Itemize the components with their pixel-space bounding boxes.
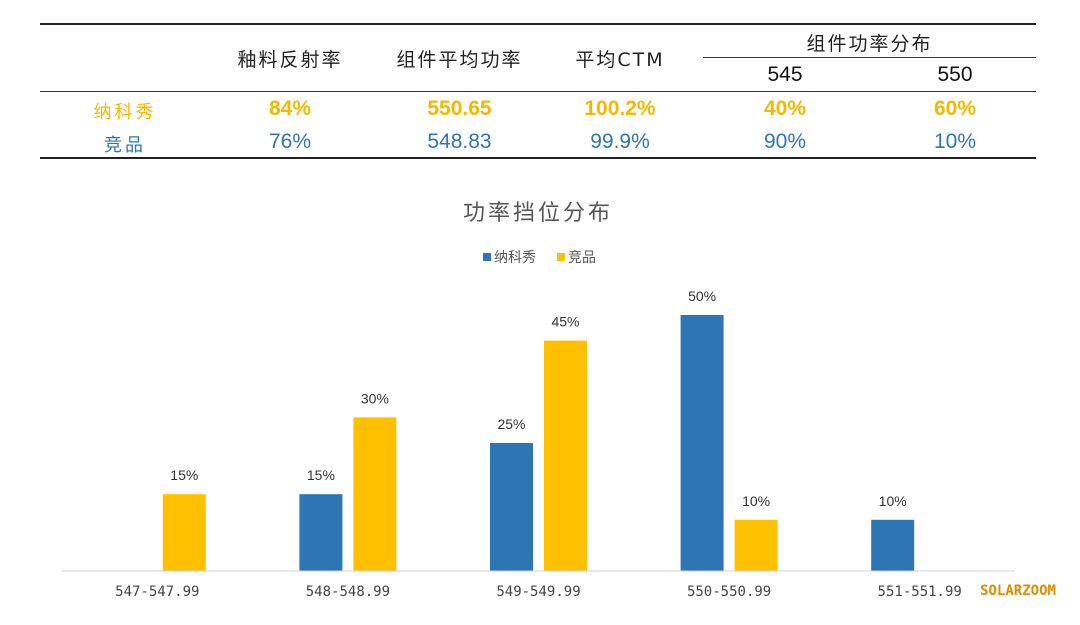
- header-power-distribution: 组件功率分布: [806, 33, 933, 55]
- watermark: SOLARZOOM: [980, 583, 1056, 599]
- competitor-avg-ctm: 99.9%: [590, 130, 650, 153]
- chart-bars: 15% 15% 30% 25% 45% 50% 10% 10%: [162, 288, 915, 571]
- table-bottom-rule: [40, 157, 1036, 159]
- bar-0-4: [871, 519, 915, 571]
- bar-1-1: [353, 417, 397, 571]
- nakexiu-545: 40%: [763, 97, 807, 120]
- legend-label-1: 竞品: [568, 249, 596, 266]
- table-top-rule: [40, 23, 1036, 25]
- competitor-avg-power: 548.83: [427, 130, 492, 153]
- comparison-table: 釉料反射率 组件平均功率 平均CTM 组件功率分布 545 550 纳科秀 84…: [40, 23, 1036, 160]
- nakexiu-550: 60%: [933, 97, 977, 120]
- table-sub-rule: [703, 57, 1036, 58]
- subheader-550: 550: [937, 63, 973, 86]
- table-mid-rule: [40, 91, 1036, 92]
- data-label-0-4: 10%: [879, 493, 907, 509]
- data-label-1-2: 45%: [551, 314, 579, 330]
- power-bin-bar-chart: 功率挡位分布 纳科秀 竞品 15% 15% 30% 25% 45% 50% 10% 10% 54…: [62, 201, 1056, 600]
- competitor-reflectance: 76%: [268, 130, 312, 153]
- data-label-0-2: 25%: [497, 416, 525, 432]
- bar-1-0: [162, 494, 206, 571]
- x-tick-label: 547-547.99: [115, 584, 199, 600]
- nakexiu-reflectance: 84%: [268, 97, 312, 120]
- competitor-550: 10%: [933, 130, 977, 153]
- header-reflectance: 釉料反射率: [237, 49, 343, 71]
- bar-0-2: [490, 443, 533, 571]
- data-label-0-3: 50%: [688, 288, 716, 304]
- data-label-0-1: 15%: [307, 467, 335, 483]
- row-label-competitor: 竞品: [104, 135, 146, 156]
- chart-legend: 纳科秀 竞品: [483, 249, 596, 266]
- bar-1-2: [544, 340, 587, 571]
- row-label-nakexiu: 纳科秀: [93, 102, 157, 123]
- x-tick-label: 550-550.99: [687, 584, 771, 600]
- bar-0-1: [299, 494, 343, 571]
- bar-1-3: [734, 519, 778, 571]
- chart-title: 功率挡位分布: [463, 201, 613, 226]
- data-label-1-3: 10%: [742, 493, 770, 509]
- legend-swatch-0: [483, 253, 491, 261]
- x-tick-label: 548-548.99: [306, 584, 390, 600]
- nakexiu-avg-ctm: 100.2%: [584, 97, 656, 120]
- subheader-545: 545: [767, 63, 803, 86]
- x-axis-ticks: 547-547.99 548-548.99 549-549.99 550-550.99…: [115, 584, 962, 600]
- competitor-545: 90%: [763, 130, 807, 153]
- legend-label-0: 纳科秀: [494, 250, 536, 266]
- nakexiu-avg-power: 550.65: [427, 97, 492, 120]
- bar-0-3: [680, 315, 724, 571]
- header-avg-power: 组件平均功率: [396, 49, 523, 71]
- x-tick-label: 549-549.99: [496, 584, 580, 600]
- x-tick-label: 551-551.99: [878, 584, 962, 600]
- header-avg-ctm: 平均CTM: [575, 49, 665, 71]
- legend-swatch-1: [557, 253, 565, 261]
- data-label-1-0: 15%: [170, 467, 198, 483]
- data-label-1-1: 30%: [361, 390, 389, 406]
